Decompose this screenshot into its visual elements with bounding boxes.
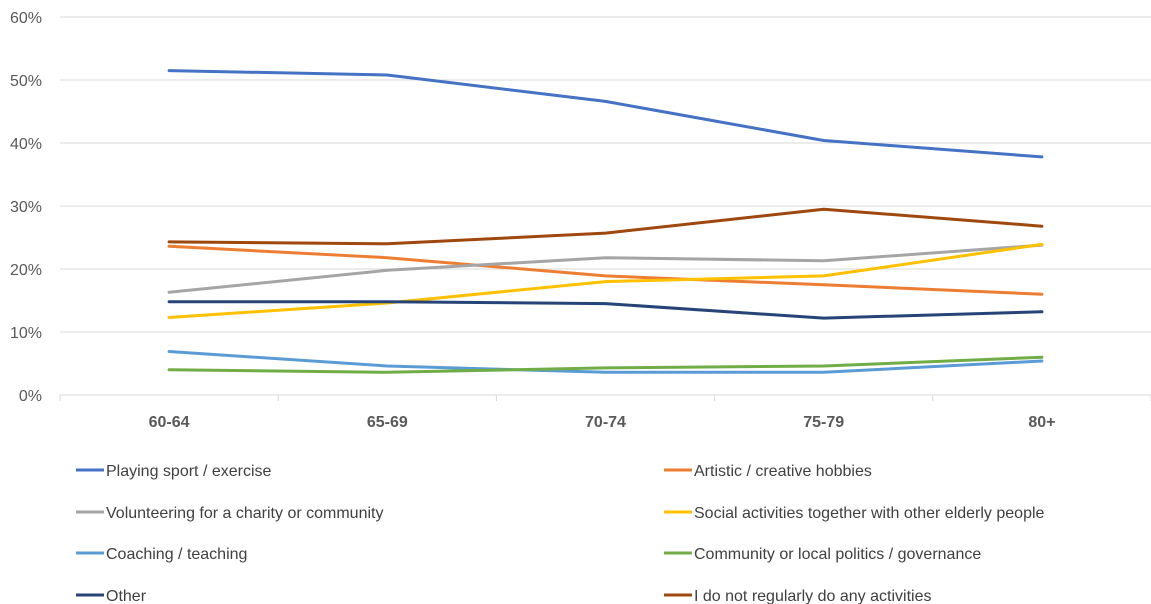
series-line-coaching-teaching [167,350,1044,374]
legend-label-artistic-creative-hobbies: Artistic / creative hobbies [694,463,872,480]
x-tick-label: 65-69 [367,414,408,431]
legend: Playing sport / exercise Artistic / creat… [76,463,1045,604]
y-tick-label: 40% [10,136,42,153]
series-line-artistic-creative-hobbies [167,244,1044,296]
legend-label-coaching-teaching: Coaching / teaching [106,546,247,563]
x-tick-label: 70-74 [585,414,626,431]
y-tick-label: 10% [10,325,42,342]
y-tick-label: 20% [10,262,42,279]
series-line-i-do-not-regularly-do-any-activities [167,207,1044,246]
x-tick-label: 75-79 [803,414,844,431]
y-axis-labels: 0% 10% 20% 30% 40% 50% 60% [10,10,42,405]
y-tick-label: 30% [10,199,42,216]
x-axis-labels: 60-64 65-69 70-74 75-79 80+ [149,414,1056,431]
x-tick-label: 60-64 [149,414,190,431]
series-line-social-activities-together-with-other-elderly-people [167,242,1044,319]
y-tick-label: 50% [10,73,42,90]
legend-label-social-activities-together-with-other-elderly-people: Social activities together with other el… [694,505,1045,522]
grid-layer [59,16,1151,401]
series-line-community-or-local-politics-governance [167,355,1044,374]
y-tick-label: 60% [10,10,42,27]
legend-label-playing-sport-exercise: Playing sport / exercise [106,463,272,480]
legend-label-other: Other [106,588,147,604]
x-tick-label: 80+ [1028,414,1055,431]
legend-label-i-do-not-regularly-do-any-activities: I do not regularly do any activities [694,588,931,604]
series-line-other [167,300,1044,320]
series-line-volunteering-for-a-charity-or-community [167,243,1044,294]
series-line-playing-sport-exercise [167,69,1044,159]
legend-label-community-or-local-politics-governance: Community or local politics / governance [694,546,981,563]
y-tick-label: 0% [19,388,42,405]
series-layer [167,69,1044,374]
legend-label-volunteering-for-a-charity-or-community: Volunteering for a charity or community [106,505,383,522]
